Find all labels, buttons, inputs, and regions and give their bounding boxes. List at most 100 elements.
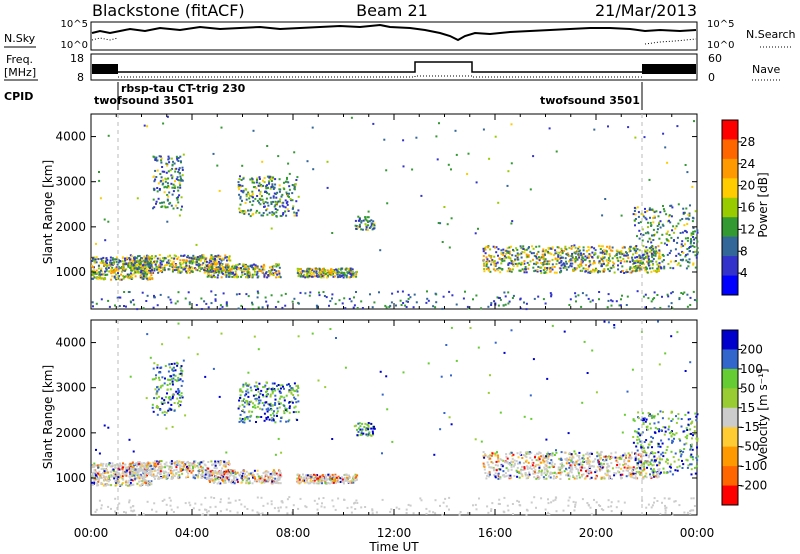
scatter-cell: [297, 384, 299, 387]
scatter-cell: [519, 298, 522, 301]
scatter-cell: [191, 271, 194, 273]
scatter-cell: [142, 307, 145, 310]
scatter-cell: [179, 396, 182, 399]
scatter-cell: [537, 250, 540, 253]
scatter-cell: [156, 169, 159, 172]
scatter-cell: [323, 295, 326, 297]
scatter-cell: [223, 463, 226, 466]
scatter-cell: [500, 258, 503, 261]
scatter-cell: [150, 274, 153, 277]
scatter-cell: [115, 256, 118, 259]
scatter-cell: [548, 127, 551, 130]
scatter-cell: [644, 211, 647, 214]
scatter-cell: [570, 254, 573, 257]
scatter-cell: [241, 199, 243, 202]
scatter-cell: [309, 479, 312, 482]
scatter-cell: [546, 260, 549, 263]
scatter-cell: [135, 267, 137, 270]
scatter-cell: [102, 256, 105, 259]
scatter-cell: [100, 257, 103, 260]
scatter-cell: [432, 305, 435, 308]
scatter-cell: [281, 384, 284, 387]
scatter-cell: [355, 273, 358, 276]
scatter-cell: [161, 266, 164, 269]
scatter-cell: [210, 263, 212, 266]
scatter-cell: [605, 250, 608, 253]
scatter-cell: [161, 271, 164, 274]
scatter-cell: [120, 465, 123, 468]
scatter-cell: [263, 275, 266, 278]
scatter-cell: [634, 266, 637, 269]
scatter-cell: [176, 476, 179, 479]
scatter-cell: [367, 216, 370, 219]
scatter-cell: [306, 474, 309, 477]
scatter-cell: [494, 135, 497, 138]
scatter-cell: [637, 256, 640, 259]
scatter-cell: [130, 269, 133, 272]
scatter-cell: [163, 268, 166, 271]
scatter-cell: [352, 478, 355, 481]
scatter-cell: [634, 247, 637, 250]
scatter-cell: [283, 188, 286, 191]
scatter-cell: [338, 299, 341, 302]
scatter-cell: [122, 478, 125, 481]
scatter-cell: [625, 469, 628, 472]
scatter-cell: [482, 255, 485, 257]
scatter-cell: [117, 467, 120, 470]
scatter-cell: [144, 260, 147, 263]
scatter-cell: [533, 262, 535, 265]
scatter-cell: [333, 275, 336, 278]
scatter-cell: [320, 273, 323, 275]
scatter-cell: [252, 129, 255, 132]
scatter-cell: [610, 299, 613, 302]
scatter-cell: [245, 470, 248, 473]
scatter-cell: [267, 407, 270, 410]
scatter-cell: [135, 469, 138, 472]
scatter-cell: [542, 459, 545, 461]
scatter-cell: [635, 265, 638, 268]
scatter-cell: [516, 262, 519, 265]
scatter-cell: [603, 268, 606, 271]
scatter-cell: [215, 263, 218, 265]
scatter-cell: [265, 408, 268, 411]
scatter-cell: [667, 240, 670, 243]
scatter-cell: [683, 211, 686, 214]
scatter-cell: [180, 392, 183, 395]
scatter-cell: [695, 256, 698, 259]
scatter-cell: [177, 160, 180, 162]
scatter-cell: [595, 269, 598, 272]
scatter-cell: [346, 479, 349, 482]
scatter-cell: [504, 303, 507, 306]
scatter-cell: [315, 275, 318, 277]
scatter-cell: [172, 261, 175, 264]
scatter-cell: [626, 271, 629, 273]
scatter-cell: [256, 473, 259, 476]
scatter-cell: [127, 262, 130, 265]
scatter-cell: [225, 470, 228, 473]
scatter-cell: [681, 231, 684, 234]
scatter-cell: [276, 407, 279, 410]
scatter-cell: [169, 388, 172, 391]
scatter-cell: [640, 471, 643, 474]
scatter-cell: [484, 247, 486, 250]
scatter-cell: [291, 199, 294, 202]
scatter-cell: [152, 475, 155, 478]
scatter-cell: [139, 268, 142, 271]
scatter-cell: [256, 405, 259, 408]
scatter-cell: [219, 304, 222, 307]
scatter-cell: [245, 480, 248, 483]
scatter-cell: [115, 481, 118, 484]
scatter-cell: [107, 480, 110, 483]
scatter-cell: [167, 195, 170, 198]
scatter-cell: [594, 267, 597, 270]
scatter-cell: [633, 249, 636, 252]
scatter-cell: [167, 268, 170, 271]
scatter-cell: [682, 207, 685, 210]
scatter-cell: [224, 479, 227, 482]
scatter-cell: [146, 263, 149, 265]
scatter-cell: [125, 263, 128, 265]
scatter-cell: [682, 251, 685, 254]
scatter-cell: [133, 471, 136, 474]
scatter-cell: [165, 411, 168, 414]
